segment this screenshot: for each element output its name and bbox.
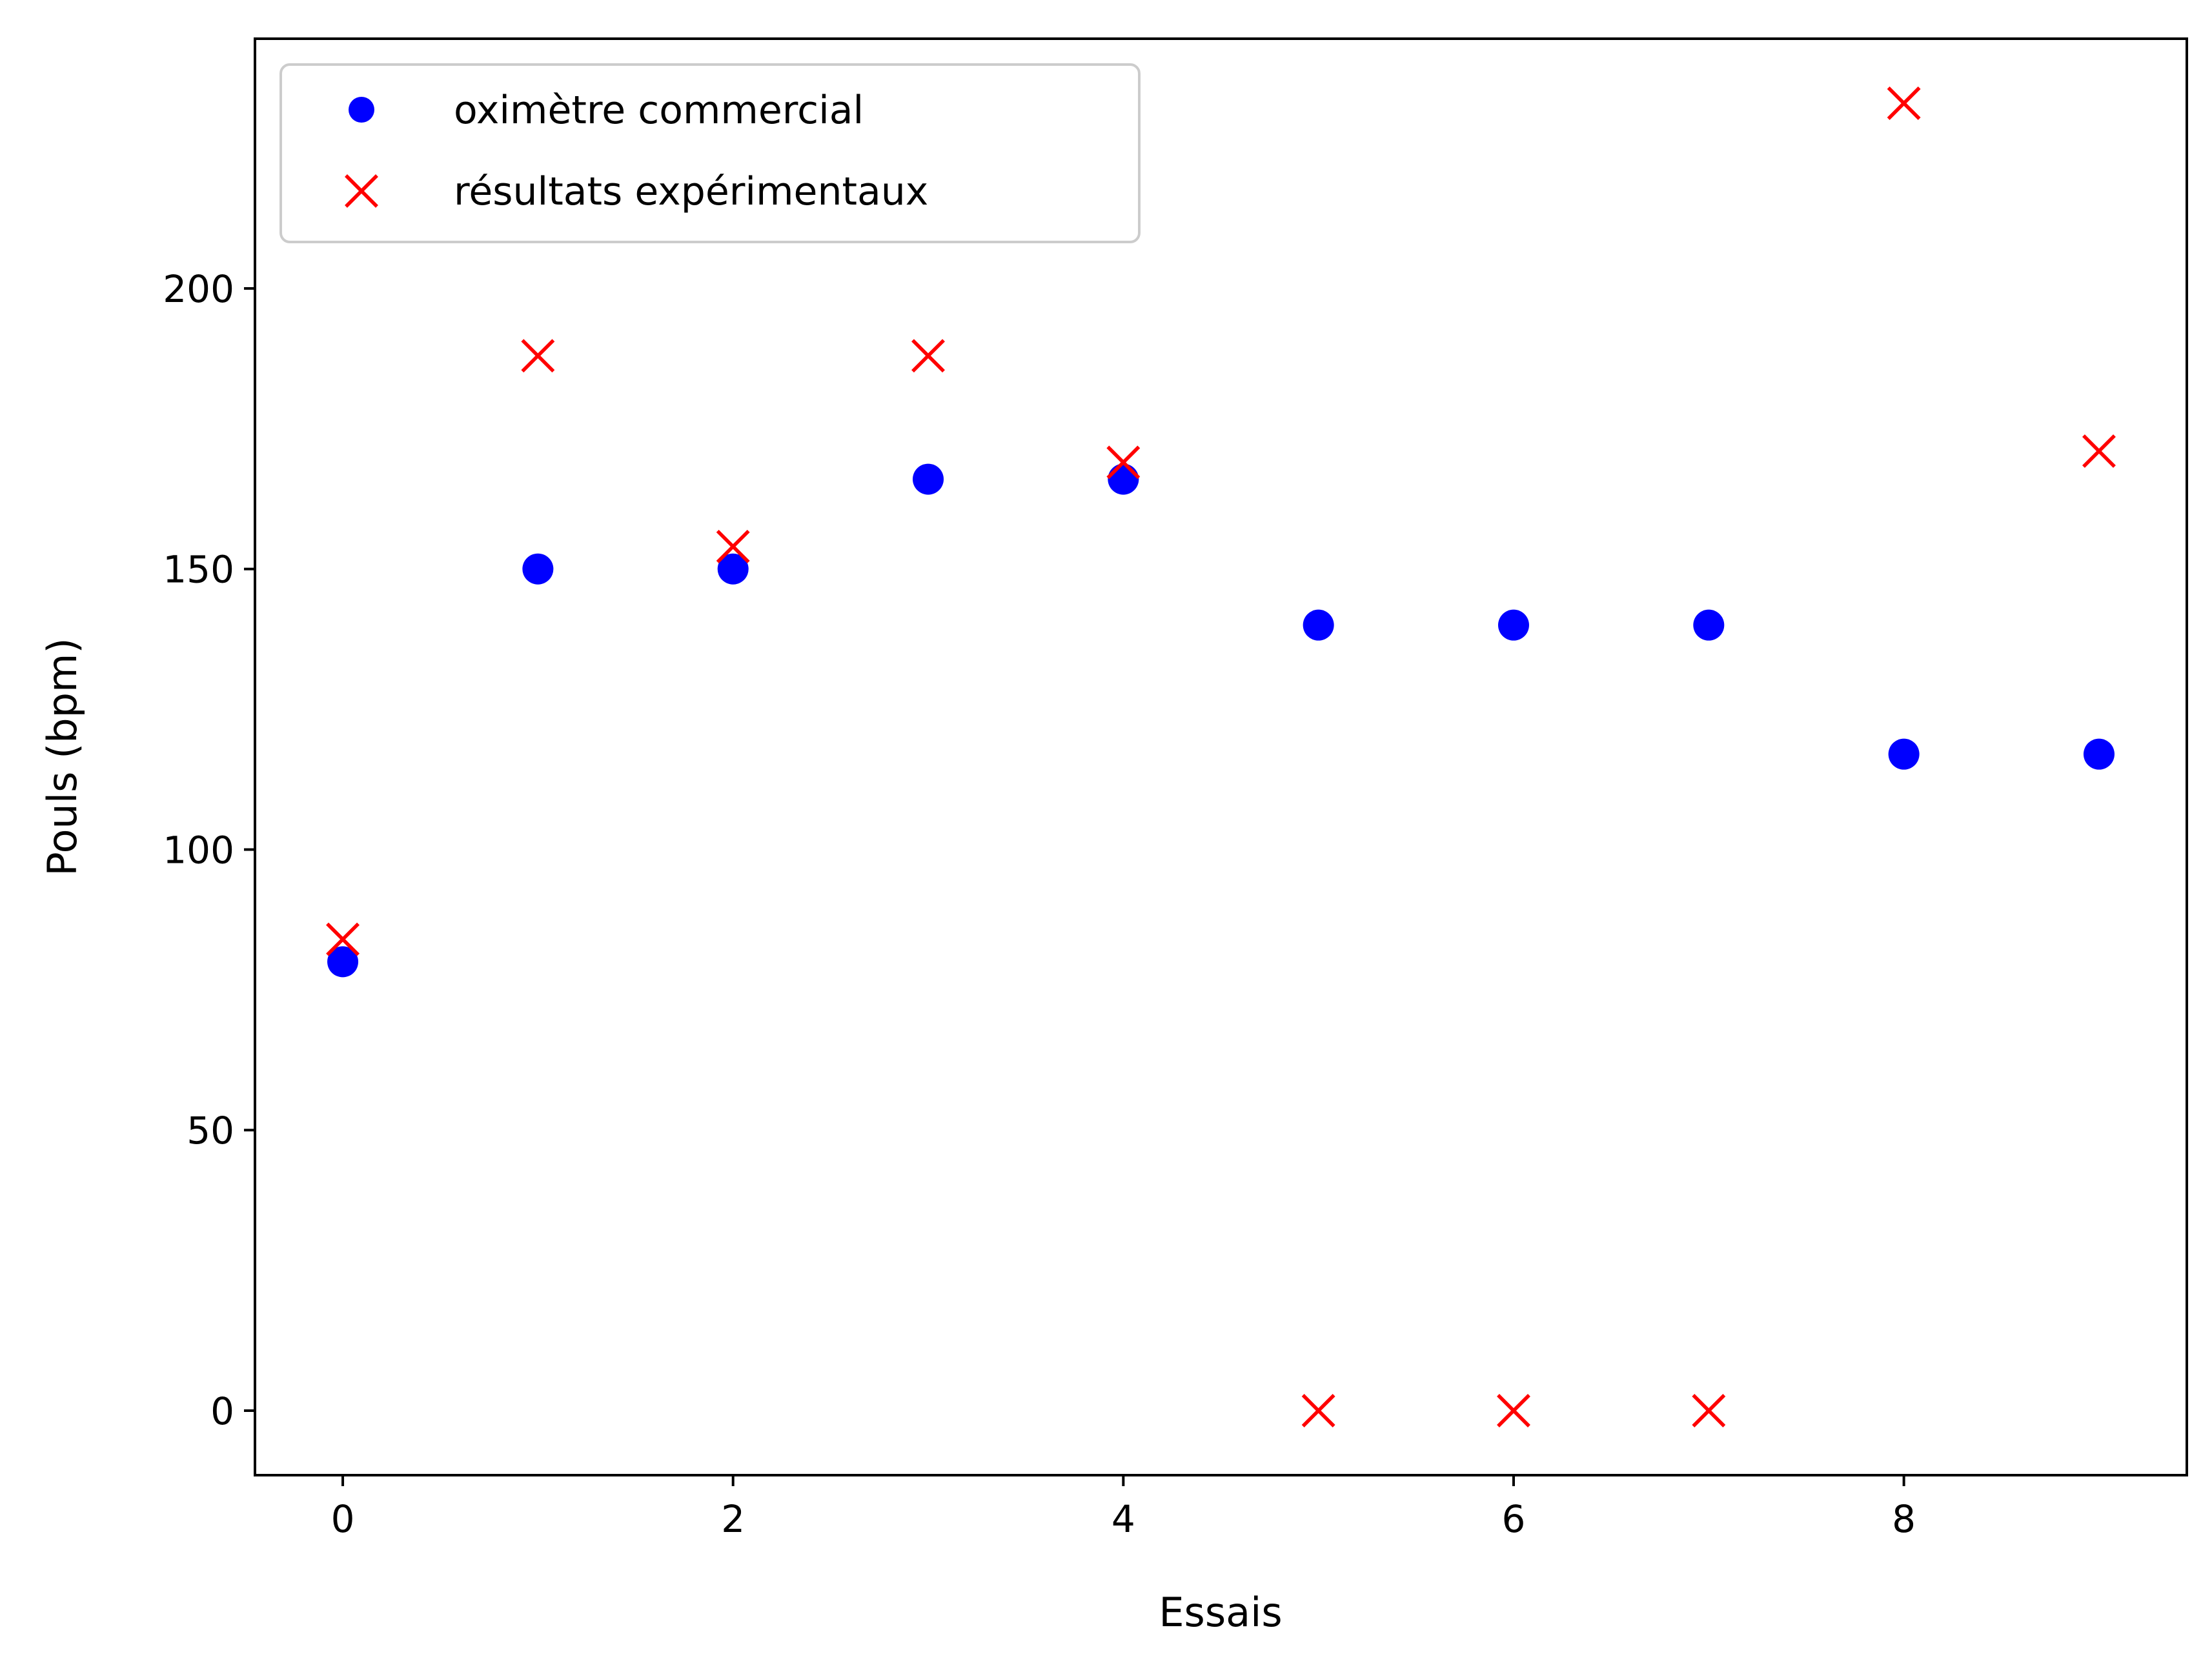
data-point-circle xyxy=(2083,738,2115,770)
data-point-x xyxy=(1497,1394,1530,1427)
x-axis-ticks: 0 2 4 6 8 xyxy=(331,1475,1916,1541)
data-point-circle xyxy=(1108,463,1139,495)
plot-marks xyxy=(326,86,2116,1427)
y-tick-label: 150 xyxy=(163,548,234,592)
data-point-x xyxy=(911,339,945,373)
legend-box xyxy=(279,63,1141,243)
y-tick-label: 50 xyxy=(187,1109,234,1153)
data-point-x xyxy=(521,339,555,373)
data-point-circle xyxy=(1888,738,1920,770)
y-tick-label: 200 xyxy=(163,267,234,311)
data-point-x xyxy=(1692,1394,1726,1427)
plot-frame xyxy=(254,37,2188,1476)
data-point-circle xyxy=(717,553,749,585)
data-point-circle xyxy=(1303,609,1334,641)
x-tick-label: 6 xyxy=(1502,1497,1526,1541)
y-tick-label: 100 xyxy=(163,828,234,872)
data-point-circle xyxy=(522,553,554,585)
x-tick-label: 2 xyxy=(721,1497,745,1541)
x-tick-label: 4 xyxy=(1111,1497,1135,1541)
y-axis-label: Pouls (bpm) xyxy=(39,638,86,876)
data-point-x xyxy=(716,529,750,563)
data-point-x xyxy=(326,922,360,956)
legend-marker-circle xyxy=(349,97,374,123)
data-point-circle xyxy=(327,946,359,978)
data-point-circle xyxy=(913,463,944,495)
data-point-circle xyxy=(1693,609,1725,641)
x-tick-label: 0 xyxy=(331,1497,355,1541)
data-point-x xyxy=(1106,445,1141,479)
data-point-circle xyxy=(1497,609,1529,641)
y-tick-label: 0 xyxy=(210,1389,234,1433)
x-axis-label: Essais xyxy=(1159,1589,1282,1636)
legend-marker-x xyxy=(345,174,378,208)
data-point-x xyxy=(1887,86,1921,120)
y-axis-ticks: 0 50 100 150 200 xyxy=(163,267,255,1433)
legend-label-commercial: oximètre commercial xyxy=(454,88,864,133)
x-tick-label: 8 xyxy=(1892,1497,1916,1541)
legend: oximètre commercial résultats expériment… xyxy=(279,63,1141,243)
legend-label-experimental: résultats expérimentaux xyxy=(454,169,928,214)
data-point-x xyxy=(2082,434,2116,468)
data-point-x xyxy=(1301,1394,1335,1427)
